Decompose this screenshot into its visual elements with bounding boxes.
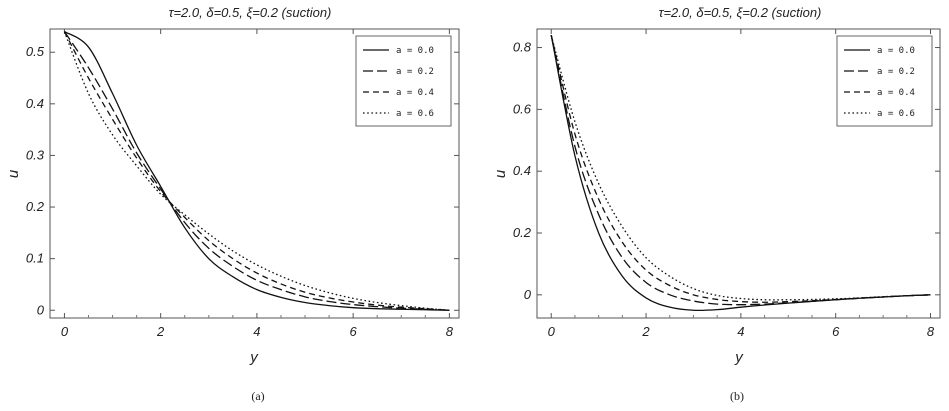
series-line-3 — [550, 35, 931, 301]
y-axis-label: u — [5, 169, 22, 178]
y-axis-label: u — [492, 169, 509, 178]
y-tick-label: 0.4 — [513, 163, 531, 178]
panel-caption: (b) — [730, 389, 744, 403]
legend-label-3: a = 0.6 — [396, 109, 434, 119]
x-axis-label: y — [734, 349, 744, 366]
legend-label-3: a = 0.6 — [877, 109, 915, 119]
x-tick-label: 2 — [156, 324, 165, 339]
legend-label-2: a = 0.4 — [877, 88, 915, 98]
legend-box — [836, 35, 933, 127]
x-tick-label: 6 — [350, 324, 358, 339]
y-tick-label: 0.3 — [26, 147, 45, 162]
legend-label-2: a = 0.4 — [396, 88, 434, 98]
y-tick-label: 0.8 — [513, 40, 532, 55]
plot-frame — [536, 28, 941, 319]
legend-label-1: a = 0.2 — [877, 67, 915, 77]
legend: a = 0.0 a = 0.2 a = 0.4 a = 0.6 — [836, 35, 933, 127]
legend-label-0: a = 0.0 — [396, 46, 434, 56]
y-tick-label: 0.2 — [513, 225, 532, 240]
x-tick-label: 2 — [641, 324, 650, 339]
legend-box — [355, 35, 452, 127]
chart-title: τ=2.0, δ=0.5, ξ=0.2 (suction) — [169, 5, 332, 20]
series-line-2 — [63, 31, 450, 311]
y-tick-label: 0.1 — [26, 251, 44, 266]
chart-panel-b: τ=2.0, δ=0.5, ξ=0.2 (suction) 0 2 4 6 8 0 0.2 0.… — [492, 5, 941, 403]
x-tick-label: 8 — [446, 324, 454, 339]
legend-label-1: a = 0.2 — [396, 67, 434, 77]
y-tick-label: 0 — [37, 302, 45, 317]
y-tick-label: 0.5 — [26, 44, 45, 59]
panel-caption: (a) — [251, 389, 264, 403]
y-tick-label: 0.2 — [26, 199, 45, 214]
legend-label-0: a = 0.0 — [877, 46, 915, 56]
y-tick-label: 0.6 — [513, 101, 532, 116]
x-axis-label: y — [249, 349, 259, 366]
x-tick-label: 6 — [832, 324, 840, 339]
series-line-1 — [63, 31, 450, 311]
chart-title: τ=2.0, δ=0.5, ξ=0.2 (suction) — [659, 5, 822, 20]
x-tick-label: 4 — [253, 324, 260, 339]
series-line-2 — [550, 35, 931, 303]
x-tick-label: 8 — [927, 324, 935, 339]
y-tick-label: 0 — [524, 287, 532, 302]
series-line-0 — [64, 31, 450, 311]
chart-panel-a: τ=2.0, δ=0.5, ξ=0.2 (suction) 0 2 4 6 8 0 0.1 0.… — [5, 5, 460, 403]
y-tick-label: 0.4 — [26, 96, 44, 111]
legend: a = 0.0 a = 0.2 a = 0.4 a = 0.6 — [355, 35, 452, 127]
x-tick-label: 0 — [61, 324, 69, 339]
x-tick-label: 0 — [548, 324, 556, 339]
x-tick-label: 4 — [737, 324, 744, 339]
plot-frame — [49, 28, 460, 319]
